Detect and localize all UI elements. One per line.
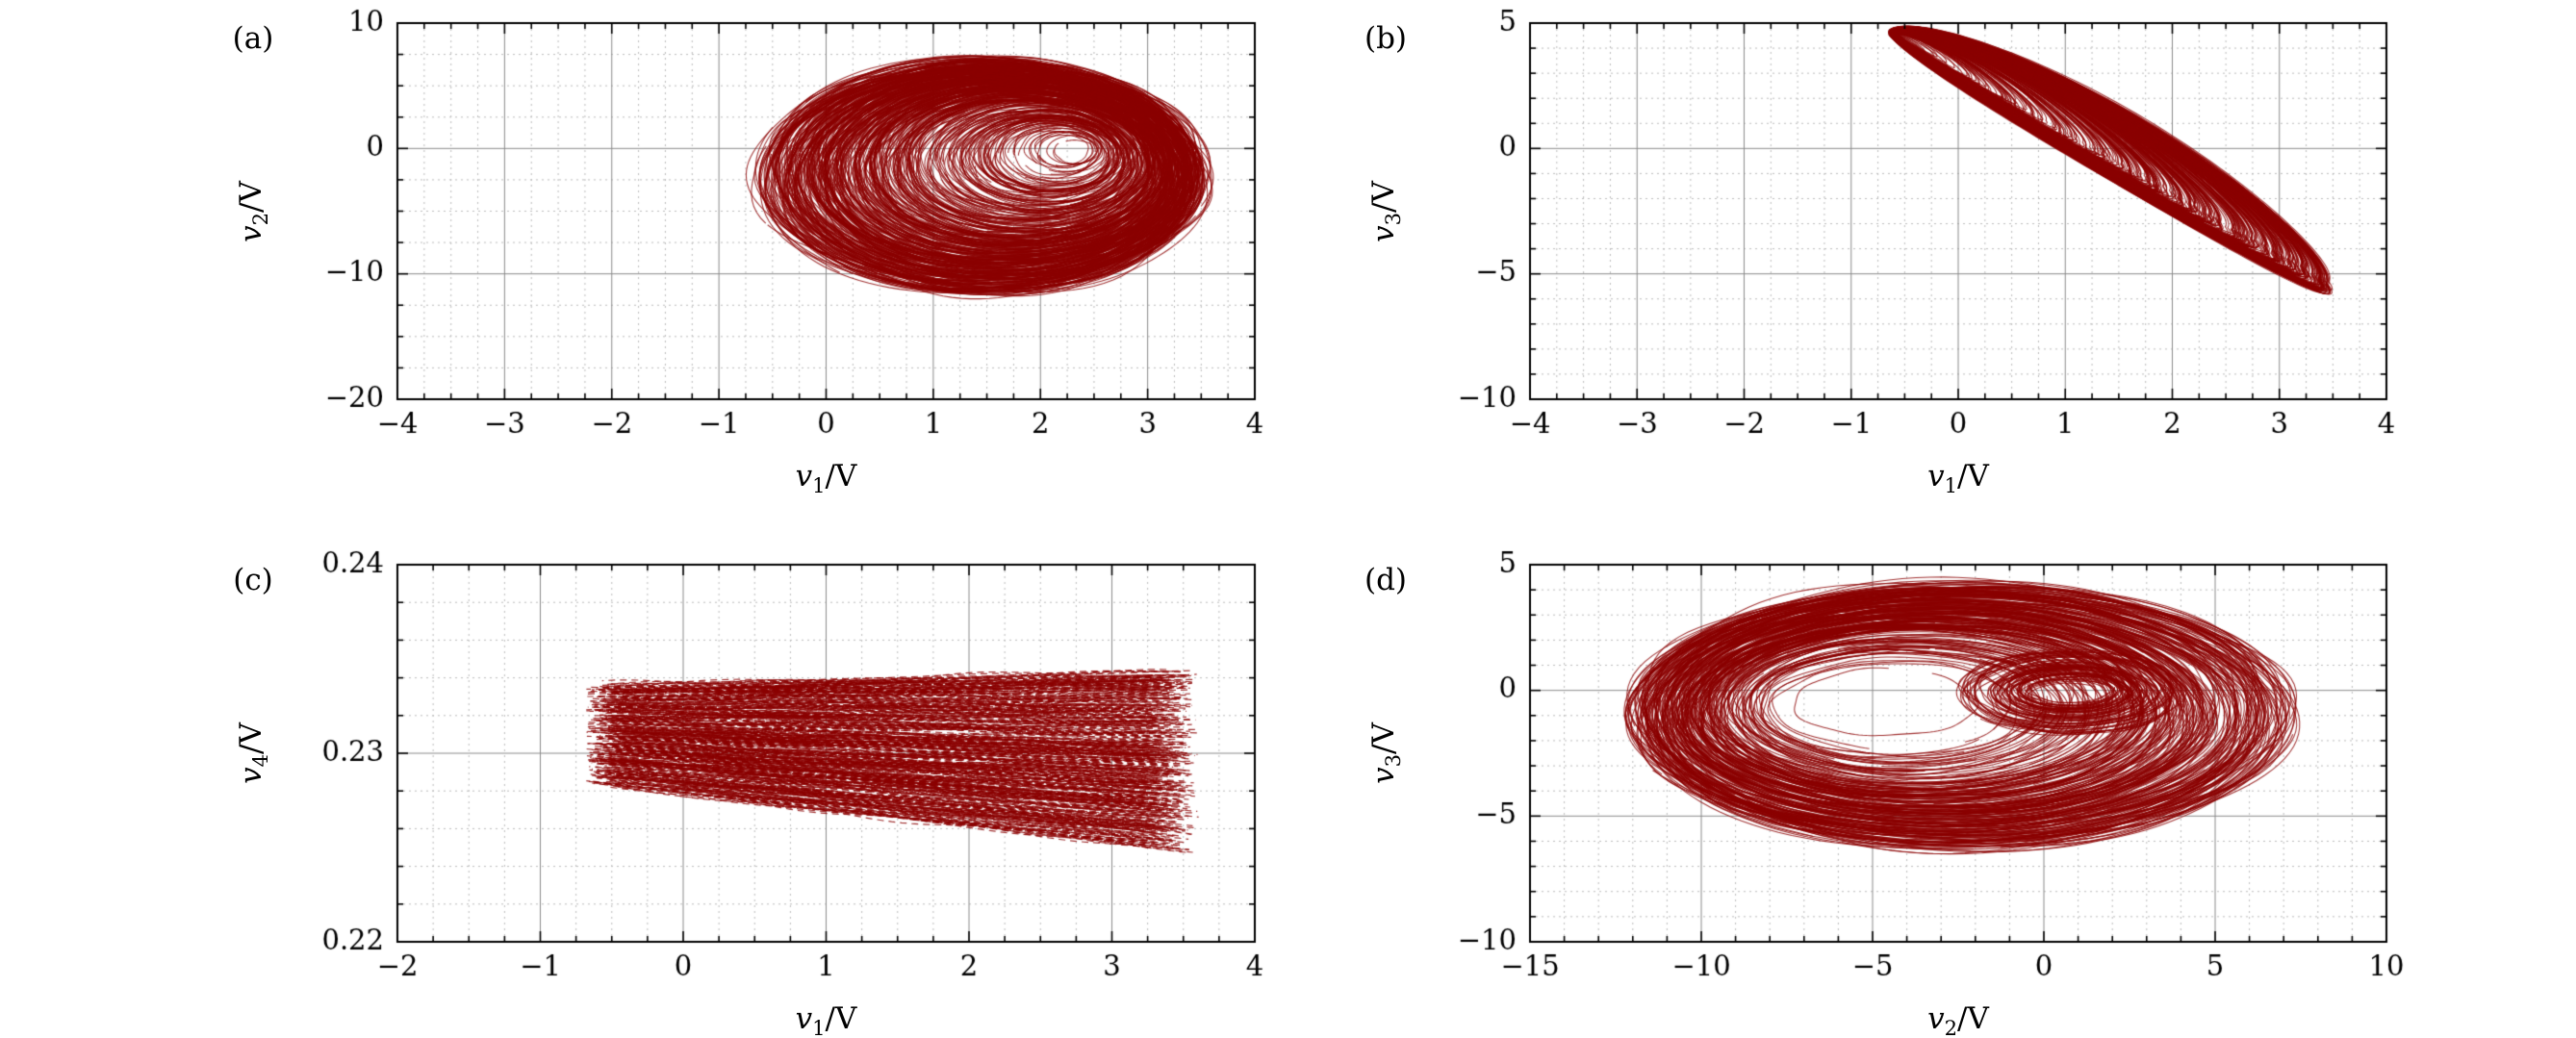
x-axis-label-d: v2/V: [1814, 998, 2103, 1038]
y-axis-unit-b: /V: [1366, 180, 1401, 213]
x-axis-sub-a: 1: [812, 473, 826, 498]
y-axis-label-a: v2/V: [230, 67, 272, 356]
panel-label-b: (b): [1364, 21, 1408, 56]
panel-label-c: (c): [233, 563, 273, 597]
x-axis-var-d: v: [1927, 1001, 1945, 1036]
x-axis-label-b: v1/V: [1814, 455, 2103, 497]
x-axis-label-a: v1/V: [682, 455, 971, 497]
x-axis-unit-d: /V: [1957, 1001, 1989, 1036]
x-axis-label-c: v1/V: [682, 998, 971, 1038]
y-axis-unit-d: /V: [1366, 722, 1401, 754]
y-axis-var-b: v: [1366, 224, 1401, 242]
y-axis-label-d: v3/V: [1363, 609, 1405, 898]
x-axis-var-b: v: [1927, 459, 1945, 494]
x-axis-unit-b: /V: [1957, 459, 1989, 494]
x-axis-unit-a: /V: [825, 459, 857, 494]
y-axis-var-a: v: [234, 224, 268, 242]
y-axis-var-d: v: [1366, 767, 1401, 784]
x-axis-unit-c: /V: [825, 1001, 857, 1036]
y-axis-sub-b: 3: [1381, 212, 1406, 225]
panel-label-a: (a): [232, 21, 274, 56]
y-axis-unit-c: /V: [234, 722, 268, 754]
x-axis-sub-d: 2: [1944, 1016, 1958, 1038]
panel-label-d: (d): [1364, 563, 1408, 597]
y-axis-label-b: v3/V: [1363, 67, 1405, 356]
x-axis-var-a: v: [795, 459, 813, 494]
y-axis-label-c: v4/V: [230, 609, 272, 898]
y-axis-sub-d: 3: [1381, 753, 1406, 768]
y-axis-sub-c: 4: [248, 753, 273, 768]
y-axis-var-c: v: [234, 767, 268, 784]
y-axis-unit-a: /V: [234, 180, 268, 213]
x-axis-sub-b: 1: [1944, 473, 1958, 498]
x-axis-sub-c: 1: [812, 1016, 826, 1038]
x-axis-var-c: v: [795, 1001, 813, 1036]
y-axis-sub-a: 2: [248, 212, 273, 225]
